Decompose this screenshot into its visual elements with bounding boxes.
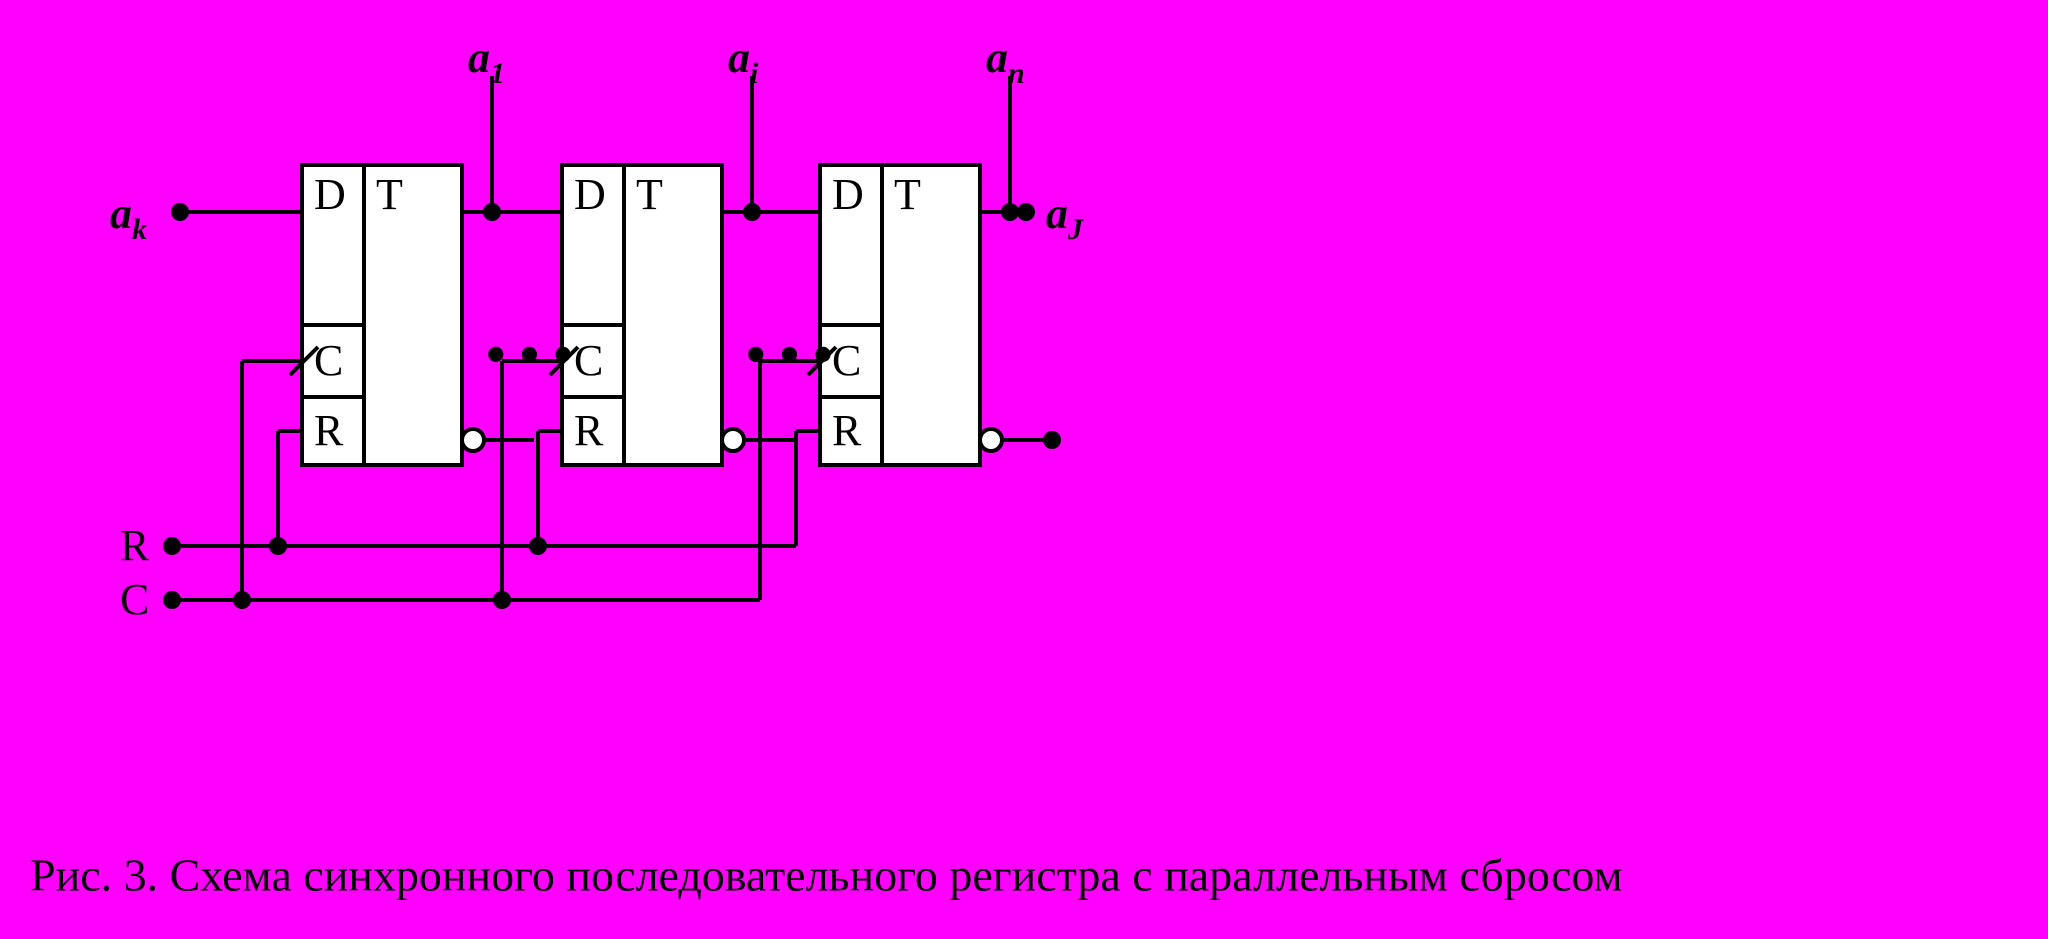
bus-label-R: R bbox=[120, 521, 150, 570]
ff-label-R: R bbox=[574, 406, 604, 455]
top-tap-node bbox=[743, 203, 761, 221]
ff-label-D: D bbox=[574, 170, 606, 219]
input-label-ak-sub: k bbox=[132, 213, 147, 246]
bus-label-C: C bbox=[120, 575, 149, 624]
ff-label-R: R bbox=[314, 406, 344, 455]
inv-bubble-1 bbox=[462, 429, 484, 451]
inv-bubble-3 bbox=[980, 429, 1002, 451]
ellipsis: • • • bbox=[486, 324, 573, 386]
top-label-sub: n bbox=[1008, 57, 1025, 90]
data-in-node bbox=[171, 203, 189, 221]
ff-label-C: C bbox=[314, 336, 343, 385]
output-label-aJ-sub: J bbox=[1067, 213, 1084, 246]
c-bus-start-node bbox=[163, 591, 181, 609]
top-label-ai: a bbox=[728, 33, 750, 82]
top-label-an: a bbox=[986, 33, 1008, 82]
ff-label-R: R bbox=[832, 406, 862, 455]
ff-label-D: D bbox=[832, 170, 864, 219]
background bbox=[0, 0, 2048, 939]
inv-bubble-2 bbox=[722, 429, 744, 451]
figure-caption: Рис. 3. Схема синхронного последовательн… bbox=[30, 850, 1623, 901]
top-label-sub: 1 bbox=[490, 57, 505, 90]
top-tap-node bbox=[1001, 203, 1019, 221]
data-out-node bbox=[1017, 203, 1035, 221]
output-label-aJ: a bbox=[1046, 189, 1068, 238]
top-label-sub: i bbox=[750, 57, 759, 90]
ff-label-C: C bbox=[574, 336, 603, 385]
r-bus-start-node bbox=[163, 537, 181, 555]
top-tap-node bbox=[483, 203, 501, 221]
ff-label-D: D bbox=[314, 170, 346, 219]
ff-label-T: T bbox=[636, 170, 663, 219]
ff-label-C: C bbox=[832, 336, 861, 385]
diagram-svg: DTCRDTCRDTCRa1aianakaJ• • •• • •RCРис. 3… bbox=[0, 0, 2048, 939]
top-label-a1: a bbox=[468, 33, 490, 82]
input-label-ak: a bbox=[110, 189, 132, 238]
ff-label-T: T bbox=[376, 170, 403, 219]
ff-label-T: T bbox=[894, 170, 921, 219]
inv-out-node bbox=[1043, 431, 1061, 449]
